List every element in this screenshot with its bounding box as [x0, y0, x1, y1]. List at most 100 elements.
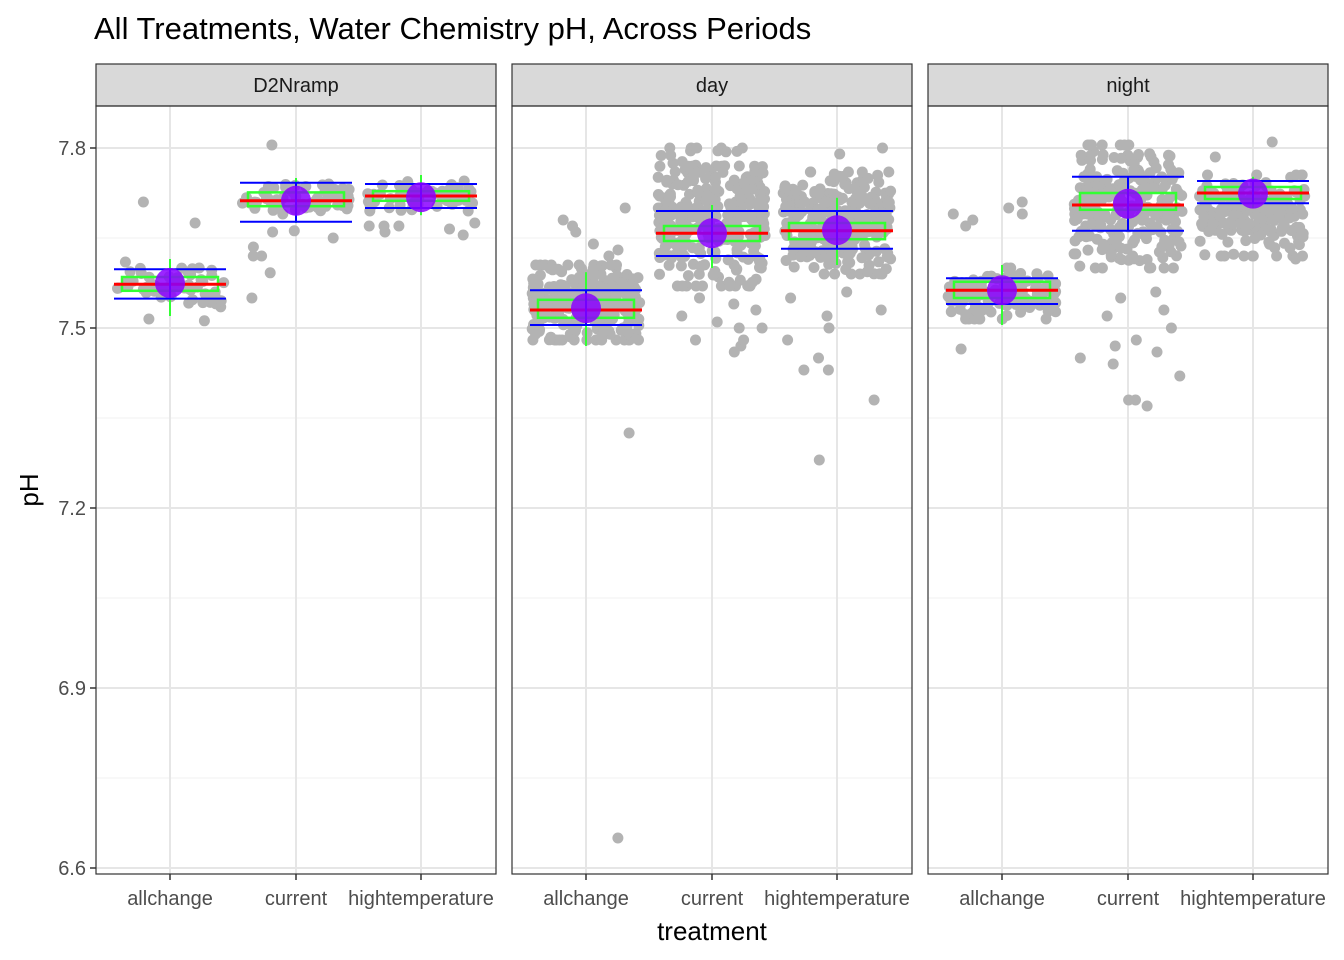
data-point: [1202, 169, 1213, 181]
data-point: [587, 263, 599, 275]
data-point-outlier: [363, 220, 375, 232]
data-point-outlier: [557, 214, 569, 226]
data-point: [1095, 219, 1107, 231]
data-point: [796, 237, 808, 249]
y-tick-label: 7.8: [58, 138, 86, 160]
panel-border: [927, 105, 1329, 875]
x-tick-label: hightemperature: [1180, 888, 1326, 910]
data-point: [1194, 235, 1206, 247]
data-point: [1079, 226, 1090, 238]
data-point: [813, 187, 825, 199]
data-point: [602, 296, 614, 308]
data-point-outlier: [603, 250, 615, 262]
data-point: [779, 182, 791, 194]
data-point: [874, 268, 886, 280]
facet-strip-label: night: [1106, 75, 1150, 97]
data-point-outlier: [1158, 304, 1170, 316]
data-point: [1239, 225, 1251, 237]
data-point: [534, 324, 546, 336]
data-point: [798, 196, 810, 208]
data-point: [596, 282, 608, 294]
data-point: [1217, 206, 1228, 218]
data-point: [731, 145, 743, 157]
data-point: [622, 326, 634, 338]
data-point: [757, 167, 769, 179]
data-point: [728, 174, 740, 186]
data-point: [1129, 234, 1140, 246]
data-point: [605, 259, 617, 271]
data-point: [1075, 149, 1087, 161]
data-point: [1143, 262, 1155, 274]
data-point-outlier: [619, 202, 631, 214]
data-point: [1176, 190, 1188, 201]
data-point-outlier: [738, 334, 750, 346]
data-point-outlier: [841, 286, 853, 298]
x-tick-label: current: [1097, 888, 1160, 910]
data-point-outlier: [813, 352, 824, 364]
data-point: [1128, 164, 1140, 176]
data-point: [598, 325, 610, 337]
data-point: [1216, 228, 1228, 240]
data-point: [1133, 149, 1144, 160]
data-point-outlier: [1109, 340, 1121, 352]
data-point: [1147, 182, 1159, 194]
data-point: [950, 283, 962, 295]
data-point: [1128, 253, 1140, 265]
data-point: [1147, 223, 1159, 234]
data-point-outlier: [264, 267, 276, 279]
data-point-outlier: [834, 148, 846, 160]
data-point: [693, 242, 705, 254]
data-point-outlier: [1209, 151, 1221, 163]
data-point: [1097, 149, 1109, 161]
data-point-outlier: [728, 346, 740, 358]
x-tick-label: current: [681, 888, 744, 910]
facet-panel-night: night allchange current hightemperature: [927, 63, 1329, 910]
data-point: [741, 210, 753, 222]
data-point-outlier: [1151, 346, 1163, 358]
group-current: [237, 139, 355, 304]
facet-strip-label: D2Nramp: [253, 75, 339, 97]
data-point-outlier: [143, 313, 155, 325]
mean-point: [822, 215, 852, 246]
data-point: [1163, 238, 1175, 250]
mean-point: [1113, 188, 1143, 219]
data-point-outlier: [1101, 310, 1113, 322]
data-point: [842, 250, 854, 262]
data-point: [1259, 204, 1271, 216]
data-point: [633, 334, 644, 346]
data-point: [1199, 249, 1211, 261]
panel-border: [95, 105, 497, 875]
y-tick-label: 7.2: [58, 498, 86, 520]
data-point: [1105, 249, 1117, 261]
group-allchange: [942, 196, 1062, 355]
data-point: [659, 241, 671, 253]
data-point: [1273, 210, 1285, 222]
data-point-outlier: [822, 364, 834, 376]
data-point: [654, 268, 665, 280]
data-point: [1286, 202, 1298, 214]
data-point: [1103, 185, 1115, 197]
group-allchange: [526, 202, 646, 844]
data-point: [842, 166, 854, 178]
data-point: [573, 259, 585, 271]
data-point-outlier: [378, 220, 390, 232]
data-point-outlier: [1003, 202, 1015, 214]
data-point: [805, 166, 817, 178]
data-point-outlier: [612, 244, 624, 256]
data-point: [197, 297, 209, 309]
data-point: [1081, 184, 1093, 196]
data-point: [861, 266, 873, 278]
data-point: [697, 280, 708, 292]
data-point-outlier: [247, 250, 259, 262]
data-point: [664, 142, 676, 154]
data-point: [790, 185, 802, 197]
mean-point: [406, 182, 436, 213]
group-hightemperature: [362, 175, 481, 241]
data-point: [795, 251, 807, 263]
data-point: [873, 256, 885, 268]
data-point: [864, 198, 876, 209]
data-point-outlier: [444, 223, 455, 235]
data-point-outlier: [823, 322, 835, 334]
facet-strip-label: day: [696, 75, 728, 97]
data-point: [527, 273, 539, 285]
